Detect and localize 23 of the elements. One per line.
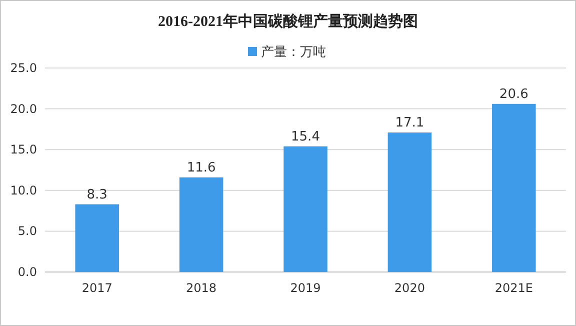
data-label: 11.6 bbox=[186, 160, 216, 176]
data-label: 17.1 bbox=[395, 115, 424, 130]
data-label: 20.6 bbox=[499, 86, 528, 102]
bar bbox=[388, 132, 432, 272]
x-tick-label: 2020 bbox=[394, 281, 425, 295]
y-tick-label: 15.0 bbox=[10, 142, 37, 157]
x-tick-label: 2019 bbox=[290, 281, 321, 295]
bar bbox=[179, 177, 224, 272]
bar bbox=[284, 146, 328, 272]
x-tick-label: 2018 bbox=[186, 281, 217, 295]
legend-label: 产量：万吨 bbox=[261, 45, 326, 60]
y-tick-label: 25.0 bbox=[10, 61, 37, 75]
x-tick-label: 2021E bbox=[494, 281, 533, 295]
data-label: 8.3 bbox=[86, 187, 108, 202]
data-label: 15.4 bbox=[291, 129, 320, 144]
x-tick-label: 2017 bbox=[82, 281, 112, 295]
bar bbox=[75, 204, 119, 272]
y-tick-label: 20.0 bbox=[10, 102, 37, 116]
bar bbox=[492, 104, 536, 272]
y-tick-label: 0.0 bbox=[18, 265, 37, 279]
y-tick-label: 10.0 bbox=[10, 183, 37, 198]
y-tick-label: 5.0 bbox=[18, 224, 37, 238]
chart-title: 2016-2021年中国碳酸锂产量预测趋势图 bbox=[158, 13, 418, 30]
